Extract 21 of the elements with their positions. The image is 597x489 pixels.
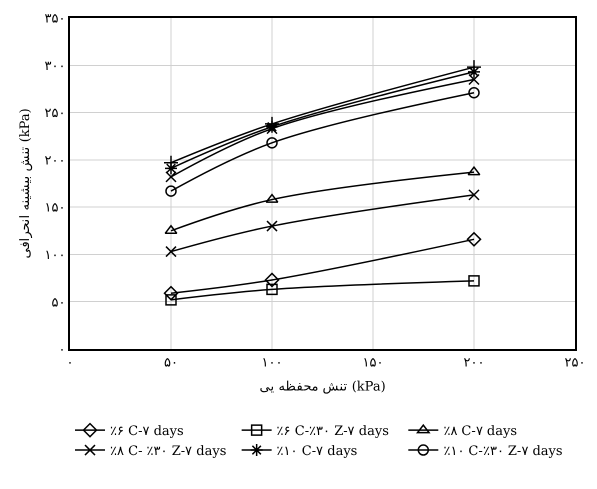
y-tick-label: ۳۵۰ <box>44 12 66 27</box>
legend-label: ٪۸ C- ٪۳۰ Z-۷ days <box>110 444 226 460</box>
x-tick-label: ۱۰۰ <box>262 355 282 370</box>
y-tick-label: ۳۰۰ <box>44 58 66 74</box>
y-tick-label: ۱۵۰ <box>44 200 66 216</box>
y-tick-label: ۰ <box>58 342 66 358</box>
legend-label: ٪۶ C-٪۳۰ Z-۷ days <box>276 424 389 440</box>
x-tick-label: ۲۵۰ <box>564 355 586 370</box>
legend-label: ٪۶ C-۷ days <box>110 424 184 440</box>
y-tick-label: ۱۰۰ <box>44 248 66 263</box>
y-tick-label: ۵۰ <box>52 295 66 310</box>
legend-label: ٪۸ C-۷ days <box>443 424 518 440</box>
x-tick-label: ۵۰ <box>164 355 178 370</box>
x-tick-label: ۱۵۰ <box>362 355 384 370</box>
x-tick-label: ۲۰۰ <box>464 355 484 370</box>
legend-label: ٪۱۰ C-۷ days <box>276 444 358 460</box>
y-tick-label: ۲۰۰ <box>44 153 66 168</box>
x-axis-title: تنش محفظه یی (kPa) <box>259 379 386 394</box>
y-tick-label: ۲۵۰ <box>44 106 66 122</box>
legend-label: ٪۱۰ C-٪۳۰ Z-۷ days <box>443 444 563 460</box>
y-axis-title: تنش بیشینه انحرافی (kPa) <box>18 108 34 259</box>
